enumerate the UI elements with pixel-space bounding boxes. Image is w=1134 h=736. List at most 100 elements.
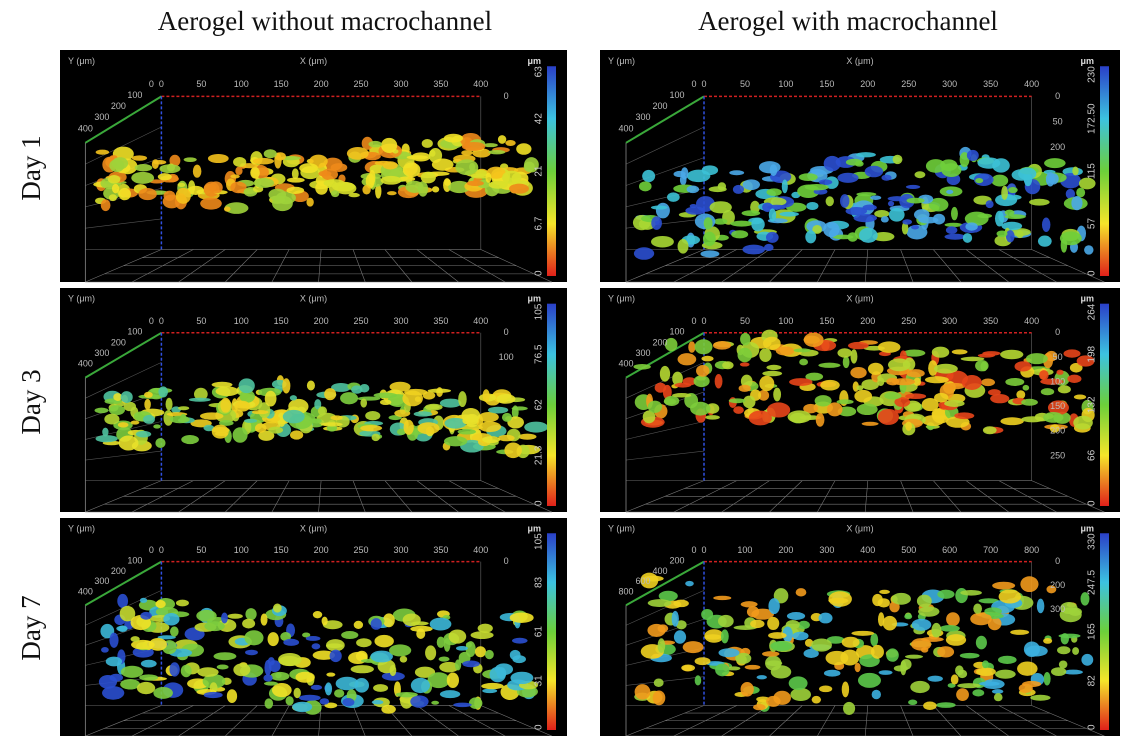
cell-cluster	[811, 638, 832, 652]
cell-cluster	[111, 183, 120, 194]
panel: X (μm)Y (μm)0 50 100 150 200 250 300 350 4004003…	[600, 288, 1120, 513]
cell-cluster	[654, 382, 667, 393]
cell-cluster	[299, 163, 319, 174]
cell-cluster	[877, 341, 901, 353]
colorbar-tick-label: 63	[534, 66, 545, 78]
cell-cluster	[324, 388, 337, 401]
x-tick-label: 300	[393, 79, 408, 89]
y-axis	[625, 95, 705, 144]
cell-cluster	[356, 638, 372, 648]
cell-cluster	[518, 433, 537, 440]
cell-cluster	[674, 382, 692, 388]
cell-cluster	[153, 424, 161, 429]
x-tick-label: 250	[901, 316, 916, 326]
cell-cluster	[196, 609, 217, 622]
cell-cluster	[891, 592, 911, 605]
cell-cluster	[815, 412, 825, 427]
cell-cluster	[331, 382, 351, 392]
cell-cluster	[263, 674, 273, 682]
cell-cluster	[878, 670, 893, 675]
cell-cluster	[470, 631, 494, 640]
colorbar-tick-label: 6.7	[534, 216, 545, 230]
cell-cluster	[770, 665, 792, 679]
cell-cluster	[950, 674, 959, 685]
cell-cluster	[653, 678, 664, 688]
cell-cluster	[350, 665, 374, 674]
cell-cluster	[742, 244, 766, 255]
y-tick-label: 400	[78, 123, 93, 133]
cell-cluster	[1073, 394, 1087, 400]
cell-cluster	[850, 366, 867, 379]
cell-cluster	[904, 654, 924, 659]
cell-cluster	[135, 430, 152, 438]
cell-cluster	[120, 665, 144, 678]
cell-cluster	[285, 696, 294, 706]
cell-cluster	[765, 231, 779, 243]
cell-cluster	[823, 155, 841, 172]
cell-cluster	[286, 186, 305, 194]
cell-cluster	[677, 353, 697, 366]
cell-cluster	[1040, 378, 1064, 385]
cell-cluster	[509, 183, 529, 194]
colorbar-tick-label: 0	[1087, 500, 1098, 506]
cell-cluster	[511, 405, 519, 419]
y-tick-label: 200	[111, 101, 126, 111]
cell-cluster	[117, 422, 129, 428]
x-tick-label: 100	[234, 316, 249, 326]
cell-cluster	[324, 682, 333, 696]
x-tick-label: 350	[433, 79, 448, 89]
cell-cluster	[199, 412, 224, 420]
cell-cluster	[874, 210, 890, 218]
cell-cluster	[203, 424, 215, 432]
cell-cluster	[995, 669, 1016, 679]
colorbar	[1100, 303, 1109, 506]
cell-cluster	[242, 618, 256, 629]
row-label: Day 3	[16, 369, 46, 434]
cell-cluster	[887, 358, 911, 372]
cell-cluster	[461, 141, 486, 151]
cell-cluster	[326, 672, 336, 677]
cell-cluster	[803, 648, 819, 659]
colorbar-tick-label: 21	[534, 165, 545, 177]
cell-cluster	[753, 704, 766, 711]
colorbar-tick-label: 264	[1087, 303, 1098, 320]
cell-cluster	[443, 436, 468, 447]
cell-cluster	[812, 225, 823, 234]
cell-cluster	[102, 686, 125, 700]
cell-cluster	[742, 179, 760, 191]
cell-cluster	[323, 179, 345, 187]
cell-cluster	[998, 589, 1022, 604]
cell-cluster	[396, 428, 407, 435]
x-tick-label: 50	[740, 79, 750, 89]
cell-cluster	[462, 660, 480, 668]
cell-cluster	[841, 681, 850, 698]
cell-cluster	[381, 137, 398, 153]
cell-cluster	[1030, 694, 1051, 701]
cell-cluster	[200, 197, 222, 210]
cell-cluster	[181, 434, 199, 445]
cell-cluster	[705, 415, 720, 420]
cell-cluster	[1069, 362, 1083, 373]
cell-cluster	[1063, 669, 1083, 675]
cell-cluster	[314, 399, 322, 410]
cell-cluster	[976, 667, 996, 677]
x-axis-label: X (μm)	[846, 56, 873, 66]
cell-cluster	[991, 689, 1004, 694]
colorbar-tick-label: 0	[534, 500, 545, 506]
cell-cluster	[652, 690, 666, 706]
cell-cluster	[477, 623, 493, 633]
cell-cluster	[708, 186, 727, 193]
cell-cluster	[1060, 237, 1068, 253]
cell-cluster	[872, 232, 895, 242]
cell-cluster	[298, 694, 321, 701]
cell-cluster	[118, 435, 139, 451]
wall-grid	[85, 126, 162, 165]
cell-cluster	[373, 392, 398, 399]
cell-cluster	[509, 612, 534, 623]
cell-cluster	[177, 182, 186, 188]
cell-cluster	[113, 393, 123, 401]
cell-cluster	[227, 613, 243, 619]
x-axis-label: X (μm)	[846, 523, 873, 533]
cell-cluster	[945, 226, 958, 235]
cell-cluster	[244, 418, 258, 423]
